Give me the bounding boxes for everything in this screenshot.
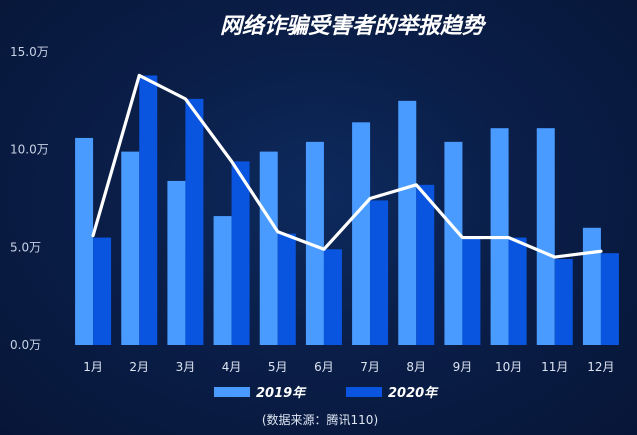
bar-2020年-4月 — [231, 161, 250, 345]
bar-2019年-5月 — [259, 151, 278, 345]
trend-line — [91, 73, 603, 259]
y-tick-label: 5.0万 — [10, 240, 41, 254]
bar-2020年-9月 — [462, 237, 481, 345]
x-tick-label: 1月 — [83, 360, 103, 374]
bar-2019年-11月 — [536, 128, 555, 345]
y-axis: 0.0万 5.0万 10.0万 15.0万 — [10, 45, 49, 352]
trend-polyline — [91, 73, 603, 259]
legend-label-2019: 2019年 — [256, 385, 307, 401]
x-tick-label: 2月 — [129, 360, 149, 374]
legend-swatch-2019 — [214, 387, 250, 397]
bar-2020年-2月 — [139, 75, 158, 345]
bar-2019年-7月 — [352, 122, 371, 345]
bar-2019年-4月 — [213, 216, 232, 345]
x-tick-label: 3月 — [176, 360, 196, 374]
bar-2020年-12月 — [600, 253, 619, 345]
y-tick-label: 15.0万 — [10, 45, 49, 59]
bar-2019年-12月 — [582, 227, 601, 345]
x-axis: 1月 2月 3月 4月 5月 6月 7月 8月 9月 10月 11月 12月 — [83, 360, 614, 374]
data-source: (数据来源：腾讯110) — [262, 412, 378, 427]
bar-2020年-7月 — [370, 200, 389, 345]
bar-2019年-9月 — [444, 141, 463, 345]
x-tick-label: 5月 — [268, 360, 288, 374]
bar-2020年-5月 — [277, 233, 296, 345]
legend: 2019年 2020年 — [214, 385, 439, 401]
bar-2020年-6月 — [323, 249, 342, 345]
bar-2019年-3月 — [167, 180, 186, 345]
x-tick-label: 9月 — [453, 360, 473, 374]
x-tick-label: 7月 — [360, 360, 380, 374]
y-tick-label: 0.0万 — [10, 338, 41, 352]
y-tick-label: 10.0万 — [10, 143, 49, 157]
bar-2020年-1月 — [93, 237, 112, 345]
bar-2019年-8月 — [398, 100, 417, 345]
bar-2019年-2月 — [121, 151, 140, 345]
x-tick-label: 12月 — [587, 360, 614, 374]
bar-2020年-11月 — [554, 259, 573, 345]
bars — [75, 75, 619, 345]
bar-2020年-8月 — [416, 184, 435, 345]
chart-title: 网络诈骗受害者的举报趋势 — [220, 13, 487, 39]
bar-2019年-6月 — [305, 141, 324, 345]
x-tick-label: 4月 — [222, 360, 242, 374]
x-tick-label: 10月 — [495, 360, 522, 374]
x-tick-label: 6月 — [314, 360, 334, 374]
bar-2020年-10月 — [508, 237, 527, 345]
legend-swatch-2020 — [346, 387, 382, 397]
x-tick-label: 11月 — [541, 360, 568, 374]
legend-label-2020: 2020年 — [388, 385, 439, 401]
bar-2020年-3月 — [185, 98, 204, 345]
x-tick-label: 8月 — [406, 360, 426, 374]
bar-2019年-1月 — [75, 137, 94, 345]
